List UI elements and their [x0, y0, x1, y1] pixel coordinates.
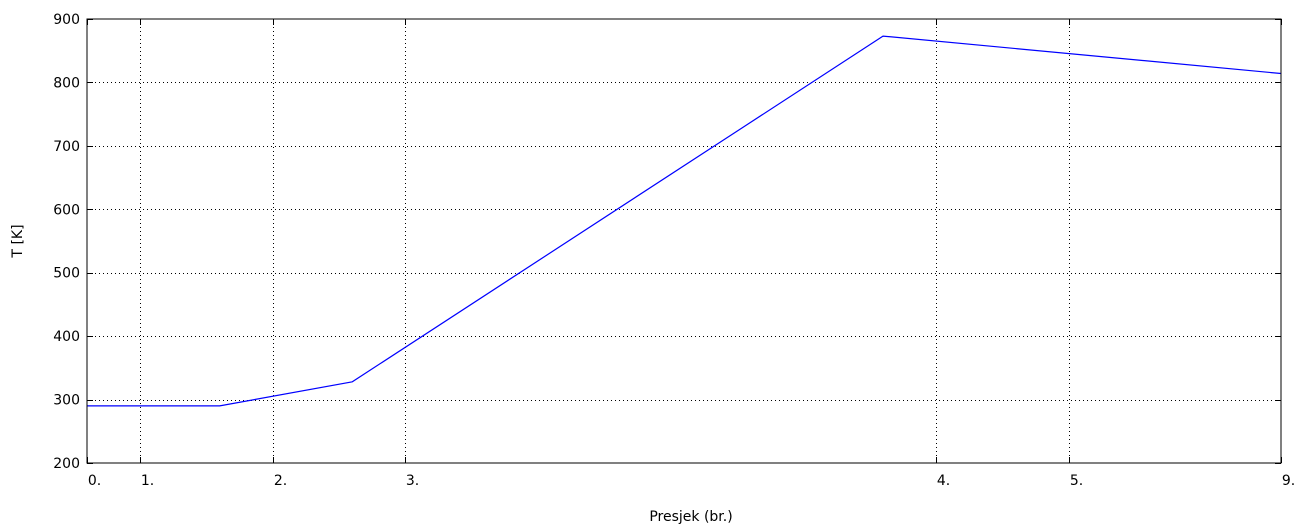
x-tick-labels: 0. 1. 2. 3. 4. 5. 9. [88, 473, 1295, 489]
x-axis-label: Presjek (br.) [649, 509, 732, 525]
x-tick-label: 4. [937, 473, 950, 489]
y-tick-label: 900 [53, 12, 80, 28]
grid-lines [87, 19, 1281, 463]
series-layer [87, 35, 1282, 407]
y-tick-label: 200 [53, 456, 80, 472]
y-tick-labels: 200 300 400 500 600 700 800 900 [53, 12, 80, 472]
x-tick-label: 9. [1282, 473, 1295, 489]
y-axis-label: T [K] [10, 224, 26, 258]
y-tick-label: 800 [53, 75, 80, 91]
axis-ticks [87, 19, 1282, 464]
y-tick-label: 500 [53, 266, 80, 282]
series-line [87, 35, 1282, 407]
plot-frame [86, 18, 1282, 464]
x-tick-label: 5. [1070, 473, 1083, 489]
x-tick-label: 0. [88, 473, 101, 489]
x-tick-label: 2. [274, 473, 287, 489]
y-tick-label: 300 [53, 393, 80, 409]
y-tick-label: 600 [53, 202, 80, 218]
x-tick-label: 3. [406, 473, 419, 489]
x-tick-label: 1. [141, 473, 154, 489]
y-tick-label: 700 [53, 139, 80, 155]
y-tick-label: 400 [53, 329, 80, 345]
